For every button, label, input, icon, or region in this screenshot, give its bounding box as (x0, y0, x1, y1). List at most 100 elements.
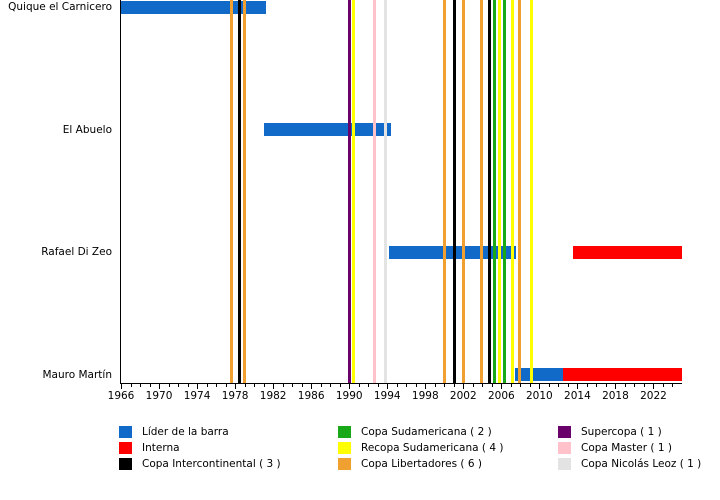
tenure-bar (389, 245, 516, 259)
tenure-bar (263, 123, 392, 136)
legend-swatch (558, 425, 571, 438)
x-tick-minor (558, 384, 560, 387)
legend-swatch (119, 425, 132, 438)
x-tick-minor (178, 384, 180, 387)
x-tick-label: 1974 (183, 390, 211, 402)
x-tick-major (539, 384, 541, 389)
x-tick-minor (567, 384, 569, 387)
x-tick-minor (453, 384, 455, 387)
trophy-line-recopa-sudamericana (497, 0, 501, 383)
x-tick-minor (434, 384, 436, 387)
x-tick-minor (225, 384, 227, 387)
x-tick-minor (482, 384, 484, 387)
y-axis-label: El Abuelo (62, 123, 112, 136)
x-tick-minor (301, 384, 303, 387)
legend-swatch (338, 425, 351, 438)
x-tick-minor (634, 384, 636, 387)
x-tick-major (653, 384, 655, 389)
trophy-line-copa-libertadores (480, 0, 484, 383)
plot-area (120, 0, 682, 384)
legend-item-copa-sudamericana: Copa Sudamericana ( 2 ) (338, 425, 492, 438)
trophy-line-copa-sudamericana (503, 0, 507, 383)
legend-label: Líder de la barra (142, 425, 229, 438)
legend-item-interna: Interna (119, 441, 180, 454)
trophy-line-copa-nicolas-leoz (383, 0, 387, 383)
trophy-line-supercopa (347, 0, 351, 383)
x-tick-label: 1986 (297, 390, 325, 402)
x-tick-minor (662, 384, 664, 387)
interna-bar (563, 368, 682, 381)
x-tick-label: 1998 (411, 390, 439, 402)
trophy-line-copa-libertadores (242, 0, 246, 383)
x-tick-label: 2014 (564, 390, 591, 402)
x-tick-minor (520, 384, 522, 387)
x-tick-minor (368, 384, 370, 387)
x-tick-label: 1970 (145, 390, 173, 402)
x-tick-major (197, 384, 199, 389)
x-tick-major (159, 384, 161, 389)
legend-swatch (119, 457, 132, 470)
x-tick-major (615, 384, 617, 389)
x-tick-major (349, 384, 351, 389)
trophy-line-recopa-sudamericana (530, 0, 534, 383)
legend-item-copa-intercontinental: Copa Intercontinental ( 3 ) (119, 457, 281, 470)
y-axis-label: Rafael Di Zeo (41, 246, 112, 258)
x-tick-minor (149, 384, 151, 387)
x-tick-minor (206, 384, 208, 387)
trophy-line-copa-intercontinental (487, 0, 491, 383)
x-tick-label: 1990 (335, 390, 363, 402)
x-tick-major (311, 384, 313, 389)
legend-label: Copa Sudamericana ( 2 ) (361, 425, 492, 438)
x-tick-minor (596, 384, 598, 387)
legend-swatch (338, 441, 351, 454)
legend-label: Copa Libertadores ( 6 ) (361, 457, 482, 470)
tenure-bar (514, 368, 564, 381)
trophy-line-recopa-sudamericana (351, 0, 355, 383)
x-tick-minor (444, 384, 446, 387)
legend-item-recopa-sudamericana: Recopa Sudamericana ( 4 ) (338, 441, 503, 454)
legend-label: Recopa Sudamericana ( 4 ) (361, 441, 504, 454)
x-tick-major (425, 384, 427, 389)
x-tick-minor (282, 384, 284, 387)
x-tick-minor (472, 384, 474, 387)
trophy-line-copa-libertadores (462, 0, 466, 383)
x-tick-minor (254, 384, 256, 387)
x-tick-label: 2022 (640, 390, 667, 402)
interna-bar (572, 245, 682, 259)
x-tick-minor (168, 384, 170, 387)
trophy-line-copa-libertadores (442, 0, 446, 383)
x-tick-label: 1978 (221, 390, 249, 402)
x-tick-minor (491, 384, 493, 387)
legend-item-lider: Líder de la barra (119, 425, 229, 438)
x-tick-major (121, 384, 122, 389)
x-tick-label: 2010 (525, 390, 553, 402)
legend-item-supercopa: Supercopa ( 1 ) (558, 425, 662, 438)
x-tick-major (501, 384, 503, 389)
x-tick-major (463, 384, 465, 389)
x-tick-minor (292, 384, 294, 387)
x-tick-minor (320, 384, 322, 387)
x-tick-label: 2002 (449, 390, 477, 402)
trophy-line-copa-libertadores (229, 0, 233, 383)
x-tick-label: 1994 (373, 390, 401, 402)
x-tick-minor (130, 384, 132, 387)
x-tick-minor (643, 384, 645, 387)
trophy-line-copa-sudamericana (493, 0, 497, 383)
x-tick-minor (586, 384, 588, 387)
legend-label: Copa Intercontinental ( 3 ) (142, 457, 281, 470)
x-tick-minor (140, 384, 142, 387)
x-tick-major (387, 384, 389, 389)
x-tick-major (235, 384, 237, 389)
legend-swatch (119, 441, 132, 454)
x-tick-minor (377, 384, 379, 387)
x-tick-minor (244, 384, 246, 387)
x-tick-minor (510, 384, 512, 387)
x-tick-major (273, 384, 275, 389)
legend-swatch (558, 441, 571, 454)
x-tick-minor (330, 384, 332, 387)
x-tick-major (577, 384, 579, 389)
x-tick-label: 1982 (259, 390, 287, 402)
trophy-line-recopa-sudamericana (511, 0, 515, 383)
legend-item-copa-libertadores: Copa Libertadores ( 6 ) (338, 457, 482, 470)
